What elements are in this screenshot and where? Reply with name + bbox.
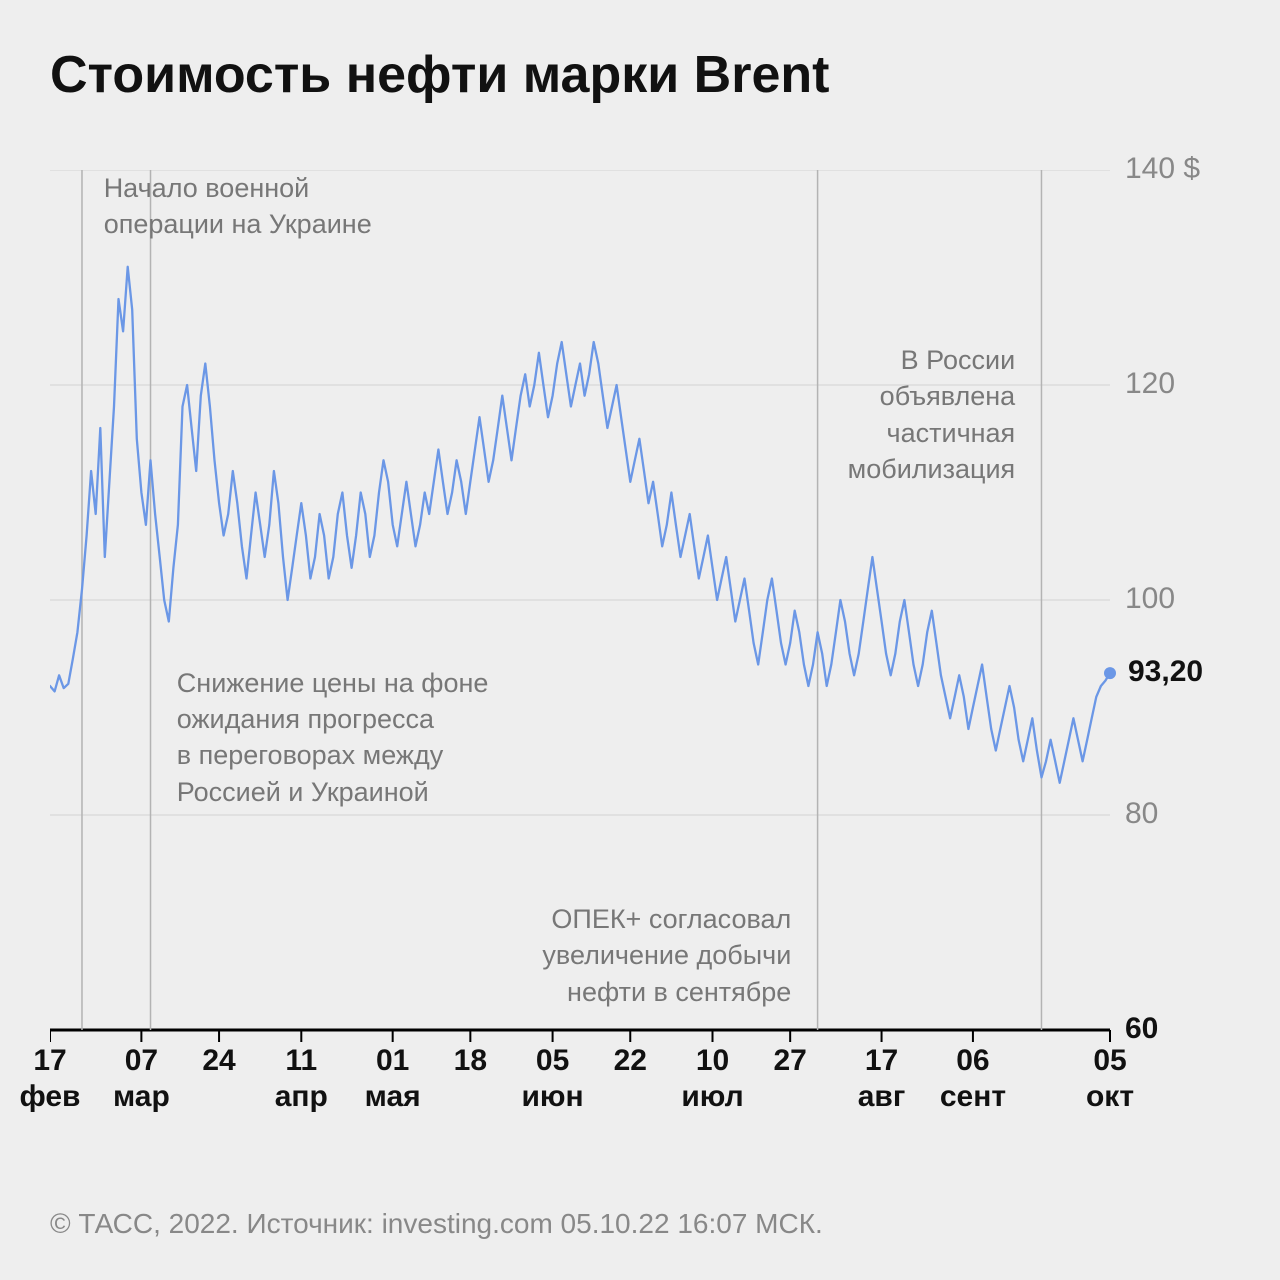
x-tick-month: авг [858, 1080, 906, 1114]
x-tick-day: 22 [614, 1044, 647, 1078]
x-tick-month: июн [521, 1080, 583, 1114]
chart-annotation: Начало военнойоперации на Украине [104, 170, 434, 243]
chart-annotation: В Россииобъявленачастичнаямобилизация [775, 342, 1015, 488]
chart-container: 6080100120140 $17фев07мар2411апр01мая180… [50, 170, 1230, 1150]
x-tick-day: 06 [956, 1044, 989, 1078]
x-tick-day: 17 [33, 1044, 66, 1078]
x-tick-day: 18 [454, 1044, 487, 1078]
chart-footer: © ТАСС, 2022. Источник: investing.com 05… [50, 1208, 823, 1240]
x-tick-month: апр [275, 1080, 328, 1114]
x-tick-day: 07 [125, 1044, 158, 1078]
x-tick-month: июл [681, 1080, 743, 1114]
y-tick-label: 80 [1125, 797, 1158, 831]
x-tick-day: 10 [696, 1044, 729, 1078]
x-tick-day: 01 [376, 1044, 409, 1078]
x-tick-day: 05 [1093, 1044, 1126, 1078]
chart-annotation: Снижение цены на фонеожидания прогрессав… [177, 665, 537, 811]
x-tick-day: 24 [202, 1044, 235, 1078]
x-tick-month: сент [940, 1080, 1006, 1114]
chart-annotation: ОПЕК+ согласовалувеличение добычинефти в… [451, 901, 791, 1010]
y-tick-label: 60 [1125, 1012, 1158, 1046]
x-tick-day: 17 [865, 1044, 898, 1078]
y-tick-label: 140 $ [1125, 152, 1200, 186]
x-tick-month: фев [20, 1080, 81, 1114]
x-tick-month: мая [365, 1080, 421, 1114]
x-tick-day: 11 [285, 1044, 317, 1078]
final-value-label: 93,20 [1128, 655, 1203, 689]
x-tick-month: мар [113, 1080, 170, 1114]
x-tick-day: 27 [773, 1044, 806, 1078]
x-tick-month: окт [1086, 1080, 1134, 1114]
x-tick-day: 05 [536, 1044, 569, 1078]
y-tick-label: 120 [1125, 367, 1175, 401]
chart-title: Стоимость нефти марки Brent [50, 45, 829, 105]
y-tick-label: 100 [1125, 582, 1175, 616]
